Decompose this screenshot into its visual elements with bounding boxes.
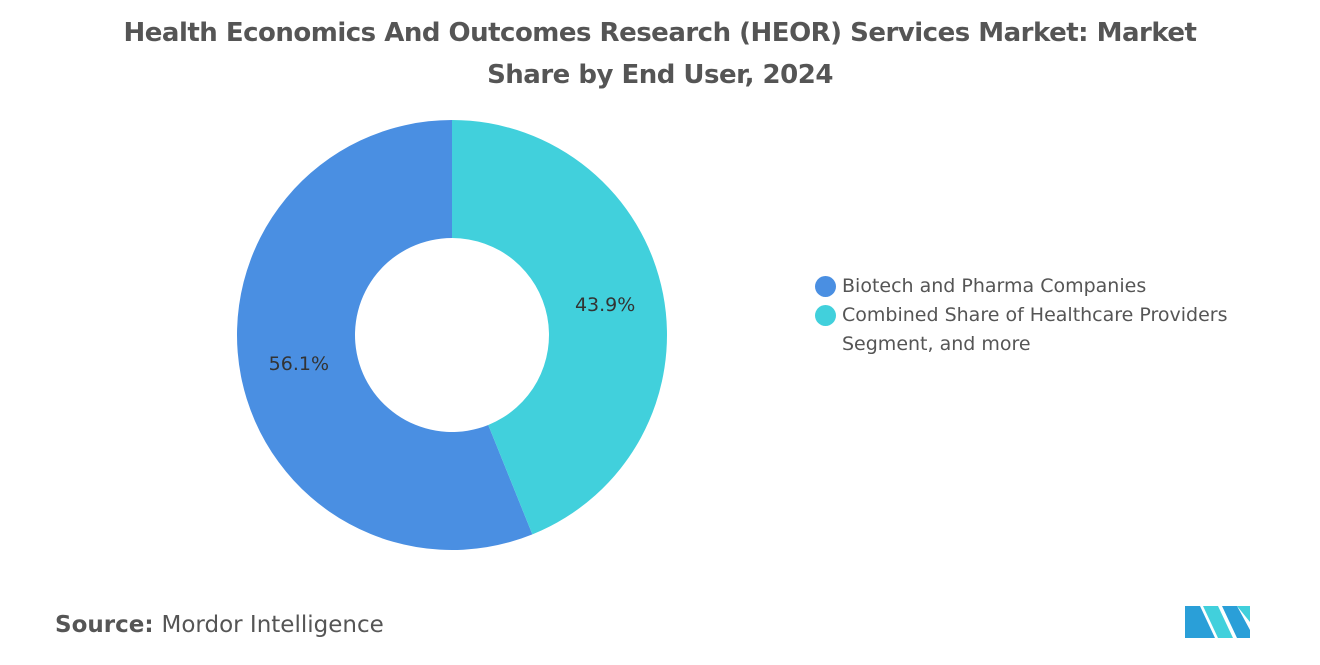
- source: Source: Mordor Intelligence: [55, 612, 384, 638]
- chart-title: Health Economics And Outcomes Research (…: [123, 18, 1197, 90]
- legend-swatch: [815, 305, 836, 326]
- source-text: Mordor Intelligence: [161, 612, 384, 638]
- legend-swatch: [815, 276, 836, 297]
- legend-item: Combined Share of Healthcare Providers S…: [815, 301, 1285, 359]
- data-label: 43.9%: [575, 294, 635, 316]
- pie-slice: [452, 120, 667, 535]
- logo: [1185, 606, 1250, 638]
- legend: Biotech and Pharma Companies Combined Sha…: [815, 272, 1285, 359]
- source-label: Source:: [55, 612, 154, 638]
- legend-label: Biotech and Pharma Companies: [842, 275, 1147, 297]
- legend-label: Combined Share of Healthcare Providers S…: [842, 304, 1228, 355]
- pie-slice: [236, 120, 533, 550]
- data-label: 56.1%: [269, 353, 329, 375]
- legend-item: Biotech and Pharma Companies: [815, 272, 1285, 301]
